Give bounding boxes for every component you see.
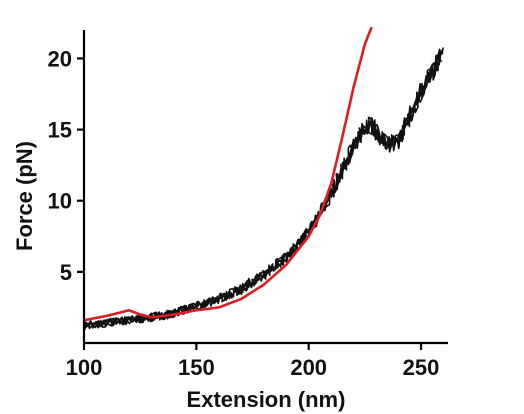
x-tick-label: 200 bbox=[290, 355, 327, 380]
x-tick-label: 100 bbox=[66, 355, 103, 380]
x-axis-label: Extension (nm) bbox=[187, 387, 346, 412]
y-ticks: 5 10 15 20 bbox=[48, 46, 84, 285]
series-line-red-fit bbox=[84, 26, 373, 322]
y-axis-label: Force (pN) bbox=[12, 141, 37, 251]
series-line-black-trace bbox=[84, 48, 443, 330]
series-line-black-trace bbox=[84, 49, 444, 331]
y-tick-label: 10 bbox=[48, 189, 72, 214]
plot-area bbox=[84, 26, 445, 331]
x-tick-label: 250 bbox=[403, 355, 440, 380]
x-tick-label: 150 bbox=[178, 355, 215, 380]
y-tick-label: 15 bbox=[48, 118, 72, 143]
series-line-black-trace bbox=[84, 48, 444, 330]
y-tick-label: 5 bbox=[60, 260, 72, 285]
x-ticks: 100 150 200 250 bbox=[66, 343, 440, 380]
y-tick-label: 20 bbox=[48, 46, 72, 71]
